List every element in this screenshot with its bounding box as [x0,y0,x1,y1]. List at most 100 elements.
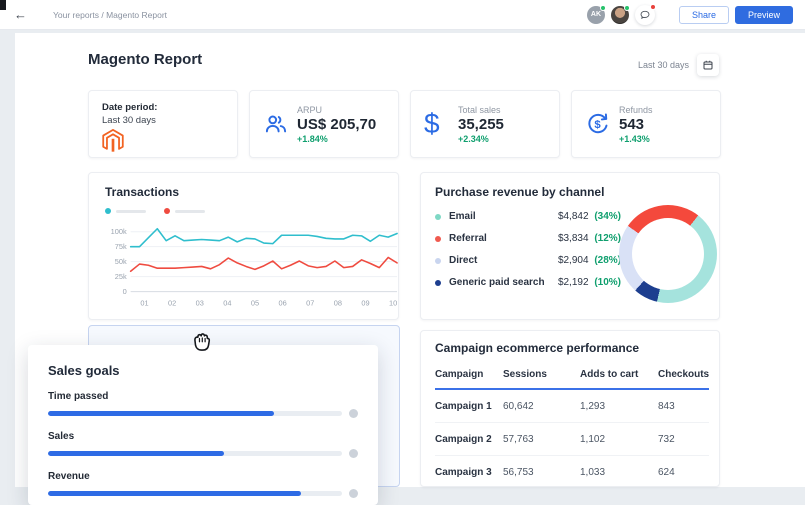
transactions-legend [105,208,398,214]
table-row: Campaign 1 60,642 1,293 843 [435,390,709,423]
date-period-value: Last 30 days [102,115,156,126]
avatar-photo[interactable] [610,4,630,24]
metric-delta: +1.84% [297,133,328,144]
goal-progress-track [48,451,342,456]
calendar-button[interactable] [697,54,719,76]
channel-label: Referral [449,233,487,244]
svg-text:07: 07 [306,298,314,307]
table-cell: 732 [658,433,675,445]
channel-color-dot [435,213,441,220]
date-period-label: Date period: [102,102,158,113]
transactions-widget[interactable]: Transactions 100k 75k 50k 25k 0 01 02 03 04 05 06 0… [88,172,399,320]
channel-color-dot [435,235,441,242]
avatar-initials: AK [590,11,602,18]
table-row: Campaign 2 57,763 1,102 732 [435,423,709,456]
metric-label: ARPU [297,104,323,115]
preview-button[interactable]: Preview [734,5,793,24]
channel-row: Direct $2,904 (28%) [435,255,621,266]
revenue-by-channel-widget[interactable]: Purchase revenue by channel Email $4,842 … [420,172,720,320]
date-period-card[interactable]: Date period: Last 30 days [88,90,238,158]
refunds-card[interactable]: $ Refunds 543 +1.43% [571,90,721,158]
table-cell: 843 [658,400,675,412]
metric-label: Total sales [458,104,501,115]
metric-value: 35,255 [458,115,504,133]
goal-row: Revenue [48,471,358,498]
table-cell: 56,753 [503,466,534,478]
channel-value: $2,192 (10%) [557,277,621,288]
svg-text:02: 02 [168,298,176,307]
svg-text:05: 05 [251,298,259,307]
table-cell: 1,293 [580,400,606,412]
chat-bubble-icon [640,10,650,19]
channel-label: Generic paid search [449,277,545,288]
calendar-icon [703,60,713,70]
date-range-selector[interactable]: Last 30 days [638,54,719,76]
table-row: Campaign 3 56,753 1,033 624 [435,456,709,486]
goal-row: Time passed [48,391,358,418]
channel-value: $4,842 (34%) [557,211,621,222]
svg-text:75k: 75k [115,242,127,251]
breadcrumb[interactable]: Your reports / Magento Report [53,9,168,20]
avatar-ak[interactable]: AK [586,4,606,24]
goal-label: Sales [48,431,75,442]
table-cell: Campaign 3 [435,466,492,478]
goal-knob[interactable] [349,409,358,418]
svg-text:100k: 100k [111,227,127,236]
legend-dot-series1 [105,208,111,214]
sales-goals-title: Sales goals [48,363,120,378]
svg-text:01: 01 [140,298,148,307]
svg-text:0: 0 [123,287,127,296]
table-cell: 60,642 [503,400,534,412]
table-cell: 57,763 [503,433,534,445]
campaign-performance-widget[interactable]: Campaign ecommerce performance Campaign S… [420,330,720,487]
svg-text:09: 09 [361,298,369,307]
svg-text:10: 10 [389,298,397,307]
goal-progress-track [48,411,342,416]
goal-progress-fill [48,451,225,456]
revenue-donut-chart [619,205,717,303]
channel-row: Generic paid search $2,192 (10%) [435,277,621,288]
goal-label: Revenue [48,471,90,482]
back-button[interactable]: ← [14,7,27,22]
arpu-card[interactable]: ARPU US$ 205,70 +1.84% [249,90,399,158]
column-header: Campaign [435,369,484,380]
magento-logo-icon [102,129,124,152]
transactions-title: Transactions [105,185,180,199]
channel-color-dot [435,257,441,264]
campaign-table-body: Campaign 1 60,642 1,293 843 Campaign 2 57,763… [435,390,709,486]
column-header: Checkouts [658,369,710,380]
svg-text:50k: 50k [115,257,127,266]
svg-text:06: 06 [278,298,286,307]
goal-knob[interactable] [349,489,358,498]
transactions-chart: 100k 75k 50k 25k 0 01 02 03 04 05 06 07 08 09 10 [111,227,398,307]
metric-delta: +2.34% [458,133,489,144]
legend-dot-series2 [164,208,170,214]
channel-label: Email [449,211,476,222]
goal-row: Sales [48,431,358,458]
table-cell: Campaign 2 [435,433,492,445]
sales-goals-widget-dragging[interactable]: Sales goals Time passed Sales Revenue [28,345,378,505]
metric-value: US$ 205,70 [297,115,377,133]
date-range-label: Last 30 days [637,60,689,70]
svg-text:04: 04 [223,298,231,307]
notification-dot [649,3,656,10]
campaign-table-header: Campaign Sessions Adds to cart Checkouts [435,369,709,390]
channel-label: Direct [449,255,478,266]
metric-value: 543 [619,115,645,133]
chat-button[interactable] [634,3,656,25]
goal-progress-fill [48,411,275,416]
dollar-icon: $ [424,108,440,139]
total-sales-card[interactable]: $ Total sales 35,255 +2.34% [410,90,560,158]
metric-delta: +1.43% [619,133,650,144]
table-cell: 1,102 [580,433,606,445]
online-status-dot [599,4,606,11]
table-cell: 624 [658,466,675,478]
channel-row: Email $4,842 (34%) [435,211,621,222]
column-header: Adds to cart [580,369,639,380]
goal-knob[interactable] [349,449,358,458]
revenue-title: Purchase revenue by channel [435,185,605,199]
users-icon [265,115,287,133]
svg-text:08: 08 [334,298,342,307]
share-button[interactable]: Share [678,5,729,24]
campaign-title: Campaign ecommerce performance [435,341,640,355]
